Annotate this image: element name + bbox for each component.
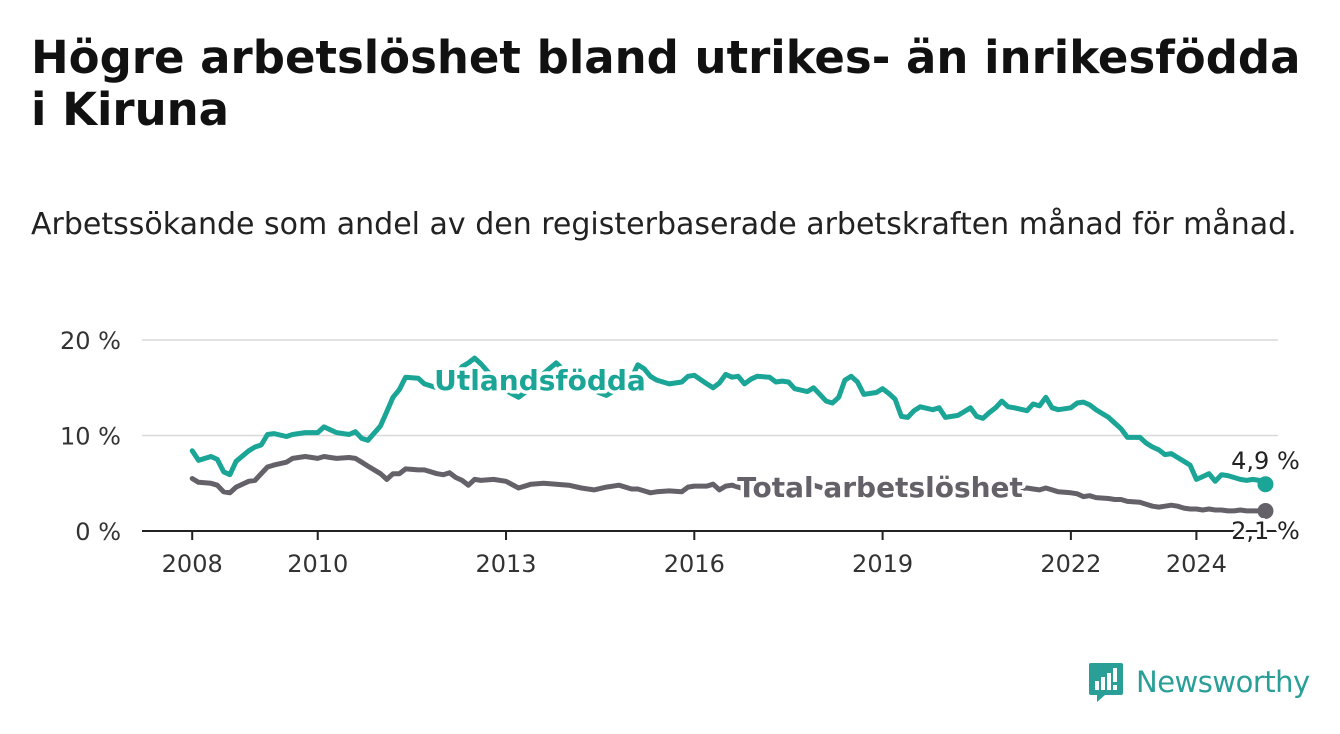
y-tick-label: 10 % — [60, 423, 121, 451]
x-tick-label: 2024 — [1166, 550, 1227, 578]
x-tick-label: 2013 — [475, 550, 536, 578]
series-end-point — [1257, 502, 1274, 519]
x-axis: 2008 2010 2013 2016 2019 2022 2024 — [162, 531, 1227, 578]
end-value-utlandsfodda: 4,9 % — [1231, 447, 1300, 475]
end-value-total: 2,1 % — [1231, 517, 1300, 545]
line-chart: 0 % 10 % 20 % 2008 2010 2013 2016 2019 2022 2024… — [60, 327, 1304, 578]
x-tick-label: 2008 — [162, 550, 223, 578]
brand-name: Newsworthy — [1136, 665, 1310, 699]
series-line-total — [189, 454, 1268, 514]
chart-subtitle: Arbetssökande som andel av den registerb… — [31, 207, 1297, 242]
x-tick-label: 2022 — [1040, 550, 1101, 578]
gridlines — [142, 339, 1278, 532]
x-tick-label: 2010 — [287, 550, 348, 578]
series-end-point — [1257, 476, 1274, 493]
y-axis: 0 % 10 % 20 % — [60, 327, 121, 546]
series-lines — [189, 355, 1274, 519]
x-tick-label: 2019 — [852, 550, 913, 578]
series-line-utlandsfodda — [189, 355, 1268, 487]
newsworthy-logo-icon — [1089, 663, 1123, 702]
newsworthy-brand: Newsworthy — [1088, 660, 1310, 704]
y-tick-label: 0 % — [75, 518, 121, 546]
series-label-total: Total arbetslöshet — [737, 471, 1023, 504]
series-labels: Utlandsfödda Total arbetslöshet 4,9 % 2,1 % — [431, 361, 1304, 549]
chart-title: Högre arbetslöshet bland utrikes- än inr… — [31, 31, 1301, 136]
y-tick-label: 20 % — [60, 327, 121, 355]
series-label-utlandsfodda: Utlandsfödda — [434, 364, 646, 397]
x-tick-label: 2016 — [664, 550, 725, 578]
